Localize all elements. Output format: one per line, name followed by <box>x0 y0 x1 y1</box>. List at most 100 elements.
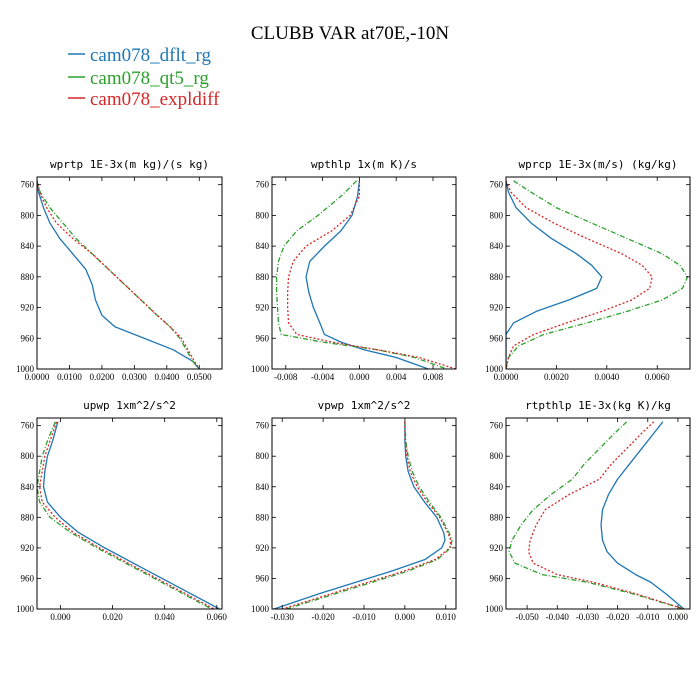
y-tick-label: 760 <box>256 180 270 190</box>
series-line-expldiff <box>37 180 200 369</box>
series-line-dflt <box>506 180 603 369</box>
y-tick-label: 1000 <box>16 364 35 374</box>
legend: cam078_dflt_rg cam078_qt5_rg cam078_expl… <box>68 45 220 110</box>
panel-3: wprcp 1E-3x(m/s) (kg/kg) 760 800 840 880 920 9… <box>485 158 691 382</box>
series-line-qt5 <box>37 421 212 609</box>
panel-series <box>37 180 200 369</box>
series-line-expldiff <box>286 180 456 369</box>
x-tick-label: 0.004 <box>386 372 407 382</box>
x-tick-label: 0.0200 <box>90 372 115 382</box>
legend-label-dflt: cam078_dflt_rg <box>90 45 212 66</box>
x-tick-label: 0.000 <box>349 372 370 382</box>
legend-label-qt5: cam078_qt5_rg <box>90 68 209 89</box>
series-line-dflt <box>600 421 685 609</box>
y-tick-label: 800 <box>490 451 504 461</box>
y-tick-label: 880 <box>21 512 35 522</box>
x-tick-label: -0.030 <box>271 612 295 622</box>
y-tick-label: 800 <box>21 210 35 220</box>
panel-title: upwp 1xm^2/s^2 <box>83 399 176 412</box>
panel-title: wprcp 1E-3x(m/s) (kg/kg) <box>519 158 678 171</box>
y-tick-label: 760 <box>490 180 504 190</box>
series-line-dflt <box>305 180 429 369</box>
panel-series <box>273 421 453 609</box>
y-tick-label: 760 <box>256 421 270 431</box>
y-tick-label: 920 <box>256 543 270 553</box>
series-line-qt5 <box>506 180 689 369</box>
panel-title: rtpthlp 1E-3x(kg K)/kg <box>525 399 671 412</box>
y-tick-label: 760 <box>21 421 35 431</box>
panels: wprtp 1E-3x(m kg)/(s kg) 760 800 840 880 920 9… <box>16 158 691 622</box>
panel-series <box>506 180 689 369</box>
y-tick-label: 760 <box>21 180 35 190</box>
y-tick-label: 1000 <box>16 604 35 614</box>
series-line-qt5 <box>286 421 453 609</box>
x-tick-label: 0.0020 <box>544 372 569 382</box>
x-tick-label: 0.010 <box>436 612 457 622</box>
x-tick-label: -0.050 <box>515 612 539 622</box>
plot-frame <box>271 176 457 370</box>
series-line-expldiff <box>506 180 653 369</box>
y-tick-label: 920 <box>490 303 504 313</box>
y-tick-label: 880 <box>256 272 270 282</box>
panel-2: wpthlp 1x(m K)/s 760 800 840 880 920 960 1000 -0… <box>251 158 457 382</box>
x-tick-label: 0.060 <box>207 612 228 622</box>
y-tick-label: 840 <box>490 241 504 251</box>
series-line-qt5 <box>275 180 448 369</box>
x-tick-label: -0.010 <box>352 612 376 622</box>
x-tick-label: -0.004 <box>311 372 335 382</box>
plot-frame <box>505 176 691 370</box>
y-tick-label: 800 <box>21 451 35 461</box>
panel-title: wpthlp 1x(m K)/s <box>311 158 417 171</box>
x-tick-label: 0.040 <box>155 612 176 622</box>
series-line-dflt <box>42 421 220 609</box>
panel-1: wprtp 1E-3x(m kg)/(s kg) 760 800 840 880 920 9… <box>16 158 223 382</box>
x-tick-label: 0.000 <box>50 612 71 622</box>
y-tick-label: 800 <box>490 210 504 220</box>
y-tick-label: 920 <box>21 543 35 553</box>
x-tick-label: 0.0040 <box>594 372 619 382</box>
legend-entry-expldiff: cam078_expldiff <box>68 89 220 110</box>
x-tick-label: 0.0000 <box>494 372 519 382</box>
x-tick-label: 0.020 <box>102 612 123 622</box>
x-tick-label: 0.0300 <box>122 372 147 382</box>
y-tick-label: 1000 <box>251 364 270 374</box>
legend-entry-dflt: cam078_dflt_rg <box>68 45 212 66</box>
y-tick-label: 960 <box>256 333 270 343</box>
x-tick-label: -0.008 <box>274 372 298 382</box>
y-tick-label: 840 <box>256 482 270 492</box>
x-tick-label: 0.008 <box>423 372 444 382</box>
y-tick-label: 840 <box>256 241 270 251</box>
x-tick-label: 0.000 <box>668 612 689 622</box>
panel-series <box>37 421 220 609</box>
legend-label-expldiff: cam078_expldiff <box>90 89 220 110</box>
x-tick-label: -0.010 <box>636 612 660 622</box>
x-tick-label: -0.020 <box>311 612 335 622</box>
y-tick-label: 840 <box>490 482 504 492</box>
panel-series <box>275 180 456 369</box>
series-line-dflt <box>273 421 446 609</box>
panel-4: upwp 1xm^2/s^2 760 800 840 880 920 960 1000 0.00… <box>16 399 227 622</box>
x-tick-label: 0.0100 <box>57 372 82 382</box>
x-tick-label: -0.020 <box>606 612 630 622</box>
legend-entry-qt5: cam078_qt5_rg <box>68 68 209 89</box>
x-tick-label: -0.030 <box>576 612 600 622</box>
x-tick-label: -0.040 <box>546 612 570 622</box>
series-line-expldiff <box>527 421 685 609</box>
panel-title: vpwp 1xm^2/s^2 <box>318 399 411 412</box>
panel-title: wprtp 1E-3x(m kg)/(s kg) <box>50 158 209 171</box>
x-tick-label: 0.000 <box>395 612 416 622</box>
y-tick-label: 800 <box>256 451 270 461</box>
y-tick-label: 960 <box>490 333 504 343</box>
panel-6: rtpthlp 1E-3x(kg K)/kg 760 800 840 880 920 960… <box>485 399 691 622</box>
panel-5: vpwp 1xm^2/s^27608008408809209601000-0.0… <box>251 399 457 622</box>
series-line-expldiff <box>38 421 215 609</box>
y-tick-label: 1000 <box>485 604 504 614</box>
y-tick-label: 1000 <box>485 364 504 374</box>
y-tick-label: 840 <box>21 482 35 492</box>
y-tick-label: 920 <box>256 303 270 313</box>
y-tick-label: 880 <box>256 512 270 522</box>
x-tick-label: 0.0060 <box>645 372 670 382</box>
plot-frame <box>505 417 691 610</box>
x-tick-label: 0.0400 <box>154 372 179 382</box>
series-line-qt5 <box>508 421 685 609</box>
